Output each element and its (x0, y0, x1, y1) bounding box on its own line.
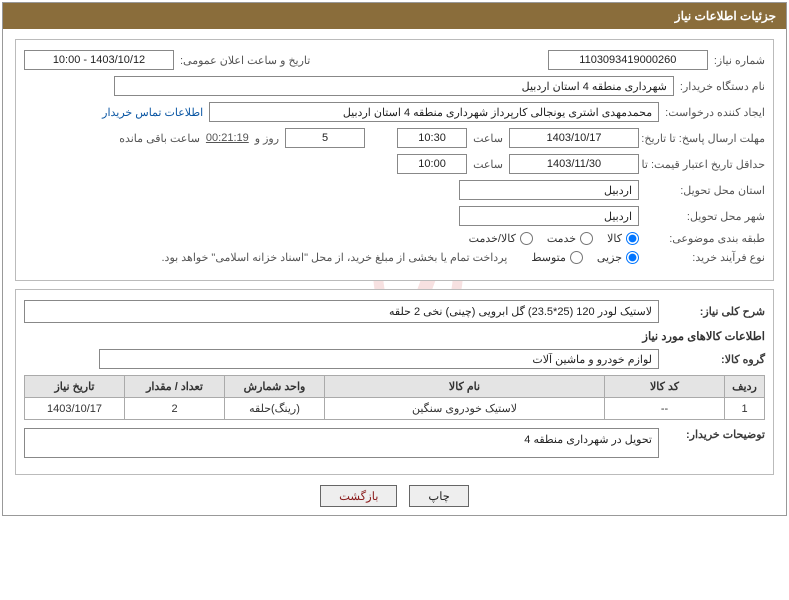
table-header: نام کالا (325, 376, 605, 398)
buyer-notes-field: تحویل در شهرداری منطقه 4 (24, 428, 659, 458)
category-radio[interactable] (520, 232, 533, 245)
requester-field (209, 102, 659, 122)
label-group: گروه کالا: (665, 353, 765, 366)
group-field (99, 349, 659, 369)
table-header: واحد شمارش (225, 376, 325, 398)
label-buyer-org: نام دستگاه خریدار: (680, 80, 765, 93)
label-days-and: روز و (255, 132, 279, 145)
table-cell: لاستیک خودروی سنگین (325, 398, 605, 420)
deadline-date-field (509, 128, 639, 148)
time-left: 00:21:19 (206, 132, 249, 144)
city-field (459, 206, 639, 226)
process-radio[interactable] (626, 251, 639, 264)
buyer-org-field (114, 76, 674, 96)
label-need-desc: شرح کلی نیاز: (665, 305, 765, 318)
category-label: کالا (607, 232, 622, 245)
category-radio-group: کالا خدمت کالا/خدمت (469, 232, 639, 245)
label-min-validity: حداقل تاریخ اعتبار قیمت: تا تاریخ: (645, 158, 765, 171)
category-radio[interactable] (626, 232, 639, 245)
process-label: متوسط (531, 251, 566, 264)
label-category: طبقه بندی موضوعی: (645, 232, 765, 245)
process-radio[interactable] (570, 251, 583, 264)
deadline-time-field (397, 128, 467, 148)
table-cell: 1 (725, 398, 765, 420)
label-city: شهر محل تحویل: (645, 210, 765, 223)
category-radio[interactable] (580, 232, 593, 245)
table-header: تعداد / مقدار (125, 376, 225, 398)
min-validity-date-field (509, 154, 639, 174)
label-requester: ایجاد کننده درخواست: (665, 106, 765, 119)
label-buyer-notes: توضیحات خریدار: (665, 428, 765, 441)
print-button[interactable]: چاپ (409, 485, 468, 507)
process-option[interactable]: متوسط (531, 251, 583, 264)
process-label: جزیی (597, 251, 622, 264)
label-announce: تاریخ و ساعت اعلان عمومی: (180, 54, 310, 67)
table-cell: (رینگ)حلقه (225, 398, 325, 420)
province-field (459, 180, 639, 200)
need-desc-field: لاستیک لودر 120 (25*23.5) گل ابرویی (چین… (24, 300, 659, 323)
category-option[interactable]: کالا (607, 232, 639, 245)
announce-field (24, 50, 174, 70)
contact-link[interactable]: اطلاعات تماس خریدار (102, 106, 203, 119)
back-button[interactable]: بازگشت (320, 485, 397, 507)
table-header: تاریخ نیاز (25, 376, 125, 398)
main-panel: شماره نیاز: تاریخ و ساعت اعلان عمومی: نا… (15, 39, 774, 281)
label-remaining: ساعت باقی مانده (119, 132, 200, 145)
table-header: کد کالا (605, 376, 725, 398)
label-deadline: مهلت ارسال پاسخ: تا تاریخ: (645, 132, 765, 145)
days-left-field (285, 128, 365, 148)
table-cell: 2 (125, 398, 225, 420)
payment-note: پرداخت تمام یا بخشی از مبلغ خرید، از محل… (162, 251, 508, 264)
page-title: جزئیات اطلاعات نیاز (3, 3, 786, 29)
category-label: خدمت (547, 232, 576, 245)
label-process: نوع فرآیند خرید: (645, 251, 765, 264)
label-hour-2: ساعت (473, 158, 503, 171)
items-heading: اطلاعات کالاهای مورد نیاز (24, 329, 765, 343)
table-cell: -- (605, 398, 725, 420)
process-radio-group: جزیی متوسط (531, 251, 639, 264)
min-validity-time-field (397, 154, 467, 174)
process-option[interactable]: جزیی (597, 251, 639, 264)
label-need-no: شماره نیاز: (714, 54, 765, 67)
category-label: کالا/خدمت (469, 232, 516, 245)
table-cell: 1403/10/17 (25, 398, 125, 420)
detail-panel: شرح کلی نیاز: لاستیک لودر 120 (25*23.5) … (15, 289, 774, 475)
table-header: ردیف (725, 376, 765, 398)
label-hour-1: ساعت (473, 132, 503, 145)
category-option[interactable]: کالا/خدمت (469, 232, 533, 245)
label-province: استان محل تحویل: (645, 184, 765, 197)
need-no-field (548, 50, 708, 70)
category-option[interactable]: خدمت (547, 232, 593, 245)
items-table: ردیفکد کالانام کالاواحد شمارشتعداد / مقد… (24, 375, 765, 420)
table-row: 1--لاستیک خودروی سنگین(رینگ)حلقه21403/10… (25, 398, 765, 420)
